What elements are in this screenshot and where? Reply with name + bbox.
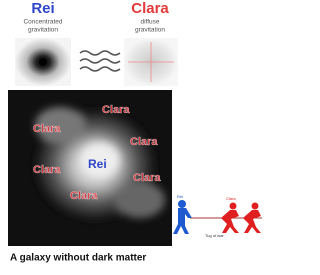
tug-label: Tug of war	[205, 233, 224, 238]
figure-clara	[230, 203, 237, 210]
clara-label: Clara	[102, 104, 130, 116]
rei-desc: Concentrated	[23, 19, 62, 26]
clara-label: Clara	[130, 136, 158, 148]
clara-desc: gravitation	[135, 27, 165, 34]
rei-label: Rei	[88, 157, 107, 171]
waves	[80, 51, 120, 71]
clara-title: Clara	[131, 0, 169, 17]
figure-clara	[252, 203, 259, 210]
rei-core	[39, 58, 47, 66]
caption: A galaxy without dark matter	[10, 253, 146, 264]
rei-title: Rei	[31, 0, 54, 17]
clara-label: Clara	[33, 123, 61, 135]
clara-label: Clara	[33, 164, 61, 176]
figure-rei	[173, 208, 192, 234]
clara-label: Clara	[70, 190, 98, 202]
rei-desc: gravitation	[28, 27, 58, 34]
diagram: Rei Concentrated gravitation Clara diffu…	[0, 0, 267, 270]
rei-tag: Rei	[177, 194, 183, 199]
figure-clara	[243, 210, 261, 233]
figure-clara	[221, 210, 239, 233]
clara-desc: diffuse	[140, 19, 159, 26]
clara-label: Clara	[133, 172, 161, 184]
tug-of-war: Rei Clara Tug of war	[173, 194, 262, 238]
figure-rei	[178, 200, 186, 208]
clara-tag: Clara	[226, 196, 236, 201]
